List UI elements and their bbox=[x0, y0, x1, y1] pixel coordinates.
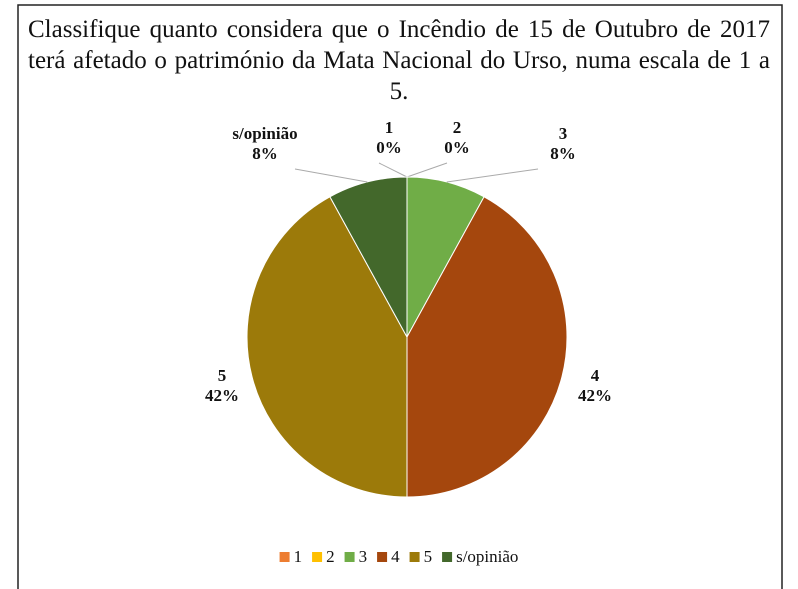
data-label-category: 1 bbox=[385, 118, 394, 137]
chart-title: Classifique quanto considera que o Incên… bbox=[28, 16, 770, 105]
data-label-value: 8% bbox=[252, 144, 278, 163]
legend-swatch bbox=[377, 552, 388, 562]
legend-label: 5 bbox=[424, 547, 433, 566]
leader-line bbox=[406, 162, 448, 178]
pie-slice bbox=[406, 196, 568, 498]
legend-label: 2 bbox=[326, 547, 335, 566]
legend-swatch bbox=[409, 552, 420, 562]
legend-swatch bbox=[279, 552, 290, 562]
chart-frame bbox=[17, 4, 783, 589]
data-label-category: s/opinião bbox=[232, 124, 297, 143]
data-label-category: 3 bbox=[559, 124, 568, 143]
data-label-value: 0% bbox=[444, 138, 470, 157]
leader-line bbox=[446, 168, 539, 183]
data-label-value: 0% bbox=[376, 138, 402, 157]
legend-swatch bbox=[344, 552, 355, 562]
legend-label: 4 bbox=[391, 547, 400, 566]
data-label-category: 4 bbox=[591, 366, 600, 385]
legend-label: 1 bbox=[294, 547, 303, 566]
legend-label: s/opinião bbox=[456, 547, 518, 566]
leader-line bbox=[294, 168, 368, 183]
legend-swatch bbox=[312, 552, 323, 562]
legend-label: 3 bbox=[359, 547, 368, 566]
data-label-value: 42% bbox=[205, 386, 239, 405]
pie-slice bbox=[246, 196, 408, 498]
data-label-category: 5 bbox=[218, 366, 227, 385]
data-label-category: 2 bbox=[453, 118, 462, 137]
data-label-value: 42% bbox=[578, 386, 612, 405]
data-label-value: 8% bbox=[550, 144, 576, 163]
legend-swatch bbox=[442, 552, 453, 562]
leader-line bbox=[378, 162, 408, 178]
